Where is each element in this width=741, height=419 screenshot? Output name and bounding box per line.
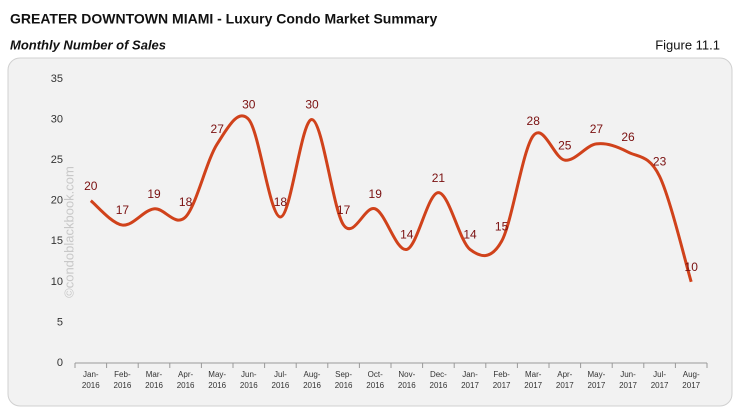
chart-subtitle: Monthly Number of Sales (10, 37, 166, 52)
data-label: 20 (84, 179, 98, 193)
x-tick-label: Aug-2017 (682, 370, 700, 390)
chart-title: GREATER DOWNTOWN MIAMI - Luxury Condo Ma… (10, 11, 437, 27)
data-label: 17 (116, 203, 130, 217)
data-label: 28 (527, 114, 541, 128)
x-tick-label: Jan-2017 (461, 370, 479, 390)
x-tick-label: Mar-2016 (145, 370, 163, 390)
x-tick-label: Jul-2017 (651, 370, 669, 390)
data-label: 19 (147, 187, 161, 201)
data-label: 18 (179, 195, 193, 209)
chart-frame (7, 57, 733, 407)
x-tick-label: Apr-2017 (556, 370, 574, 390)
x-tick-label: Jan-2016 (82, 370, 100, 390)
x-tick-label: May-2017 (588, 370, 606, 390)
figure-label: Figure 11.1 (655, 37, 720, 52)
data-label: 21 (432, 171, 446, 185)
x-tick-label: Jun-2016 (240, 370, 258, 390)
y-tick-label: 35 (51, 73, 63, 85)
x-tick-label: Aug-2016 (303, 370, 321, 390)
data-label: 30 (305, 98, 319, 112)
watermark: ©condoblackbook.com (61, 166, 76, 298)
data-label: 30 (242, 98, 256, 112)
data-label: 14 (400, 228, 414, 242)
x-tick-label: Nov-2016 (398, 370, 416, 390)
data-label: 14 (463, 228, 477, 242)
x-tick-label: Feb-2017 (493, 370, 511, 390)
y-tick-label: 20 (51, 195, 63, 207)
data-label: 18 (274, 195, 288, 209)
y-tick-label: 0 (57, 357, 63, 369)
line-series (89, 114, 693, 283)
y-tick-label: 15 (51, 235, 63, 247)
y-tick-label: 10 (51, 276, 63, 288)
y-tick-label: 30 (51, 113, 63, 125)
data-label: 17 (337, 203, 351, 217)
y-tick-label: 5 (57, 316, 63, 328)
x-tick-label: Oct-2016 (366, 370, 384, 390)
data-label: 23 (653, 155, 667, 169)
data-label: 25 (558, 138, 572, 152)
x-tick-label: Jun-2017 (619, 370, 637, 390)
x-tick-label: Jul-2016 (272, 370, 290, 390)
data-label: 27 (211, 122, 225, 136)
data-label: 26 (621, 130, 635, 144)
data-label: 27 (590, 122, 604, 136)
x-tick-label: Apr-2016 (177, 370, 195, 390)
data-label: 10 (685, 260, 699, 274)
y-tick-label: 25 (51, 154, 63, 166)
data-label: 19 (369, 187, 383, 201)
x-tick-label: Mar-2017 (524, 370, 542, 390)
data-label: 15 (495, 219, 509, 233)
x-tick-label: Sep-2016 (335, 370, 353, 390)
x-tick-label: May-2016 (208, 370, 226, 390)
x-tick-label: Dec-2016 (430, 370, 448, 390)
x-tick-label: Feb-2016 (114, 370, 132, 390)
